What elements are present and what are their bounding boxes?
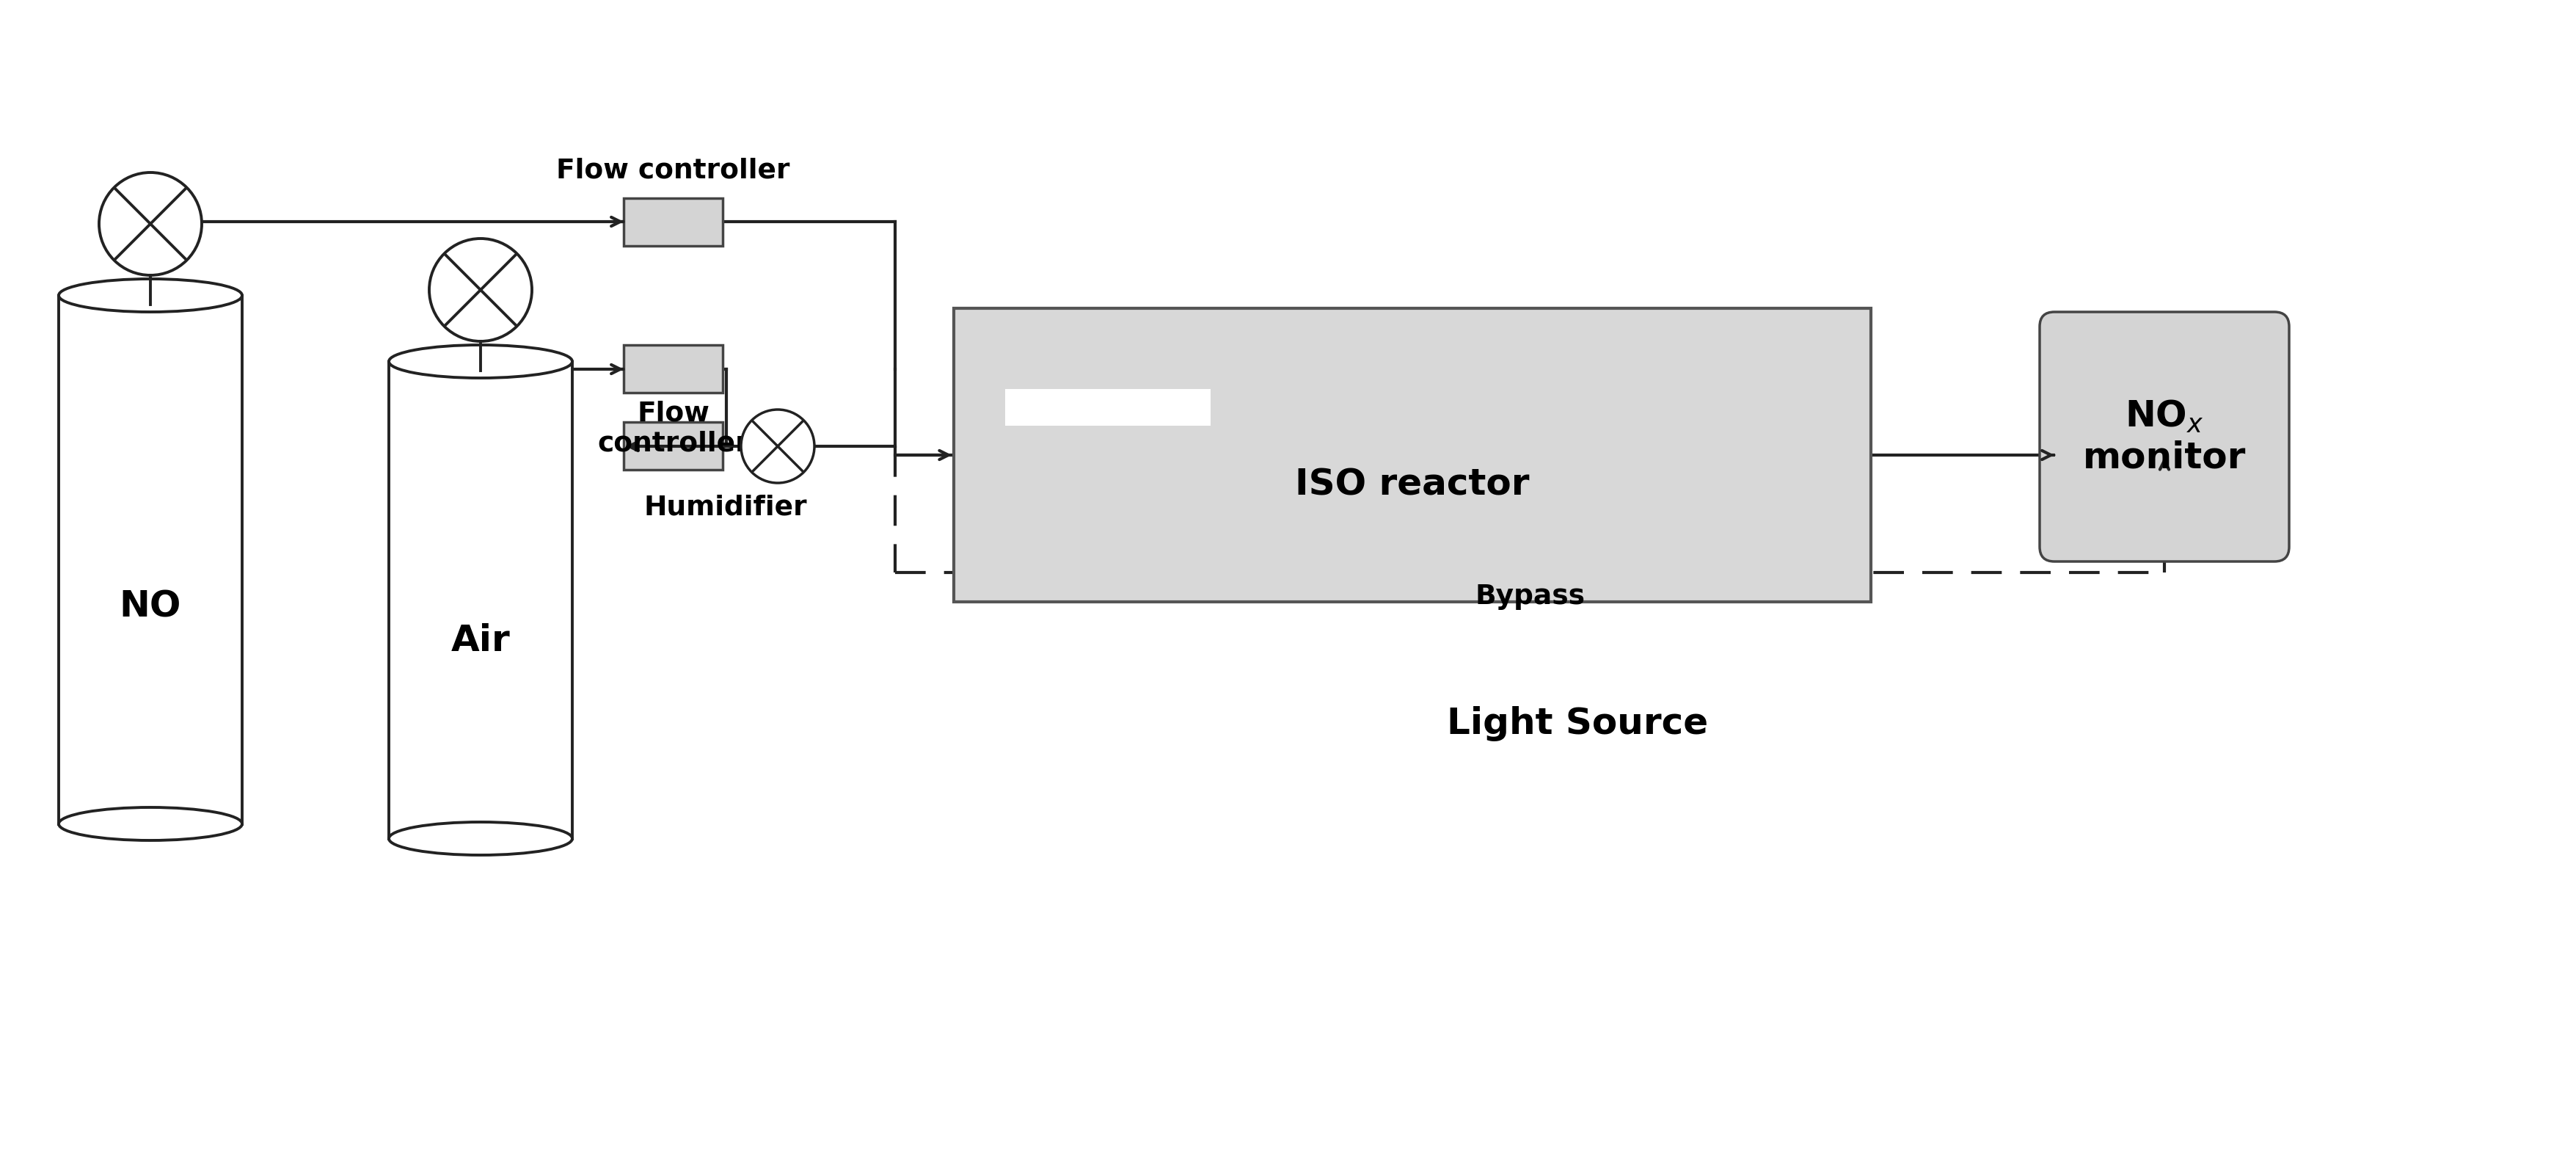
Circle shape [742, 409, 814, 483]
Bar [1005, 390, 1211, 425]
Bar [623, 422, 724, 469]
Text: Bypass: Bypass [1473, 584, 1584, 610]
Ellipse shape [59, 279, 242, 312]
Text: Humidifier: Humidifier [644, 494, 806, 520]
Text: Flow controller: Flow controller [556, 157, 791, 184]
Ellipse shape [59, 807, 242, 840]
Bar [623, 198, 724, 246]
Bar [59, 296, 242, 824]
Text: ISO reactor: ISO reactor [1296, 467, 1530, 502]
Ellipse shape [389, 822, 572, 855]
Bar [623, 344, 724, 393]
Bar [953, 309, 1870, 602]
Text: Light Source: Light Source [1448, 706, 1708, 741]
Bar [389, 362, 572, 838]
Circle shape [98, 172, 201, 275]
Text: NO: NO [118, 588, 180, 624]
Text: NO$_x$
monitor: NO$_x$ monitor [2084, 399, 2246, 475]
Text: Air: Air [451, 623, 510, 659]
Text: Flow
controller: Flow controller [598, 400, 750, 457]
Ellipse shape [389, 344, 572, 378]
Circle shape [430, 238, 531, 341]
FancyBboxPatch shape [2040, 312, 2290, 562]
